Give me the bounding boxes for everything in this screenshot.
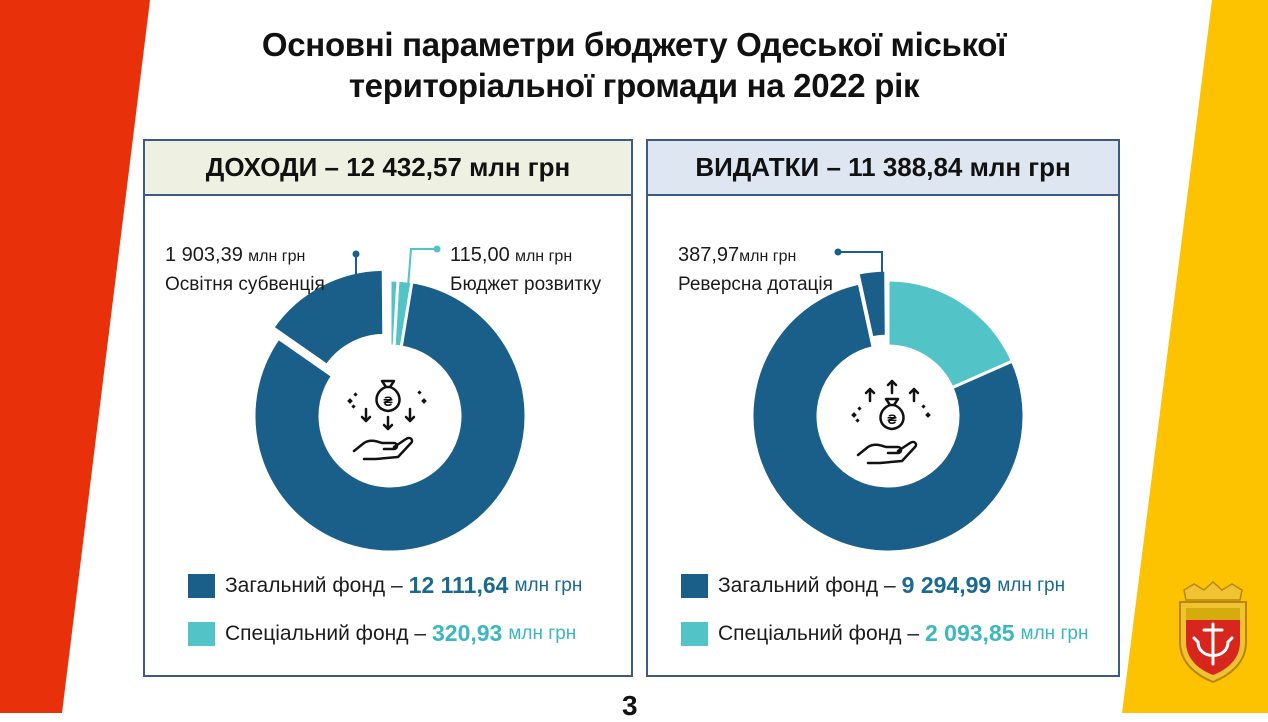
page-title: Основні параметри бюджету Одеської міськ… — [150, 24, 1118, 106]
education-subvention-value: 1 903,39 — [165, 244, 243, 266]
income-donut-chart — [252, 245, 528, 554]
general-fund-arc — [252, 280, 528, 554]
development-budget-arc — [388, 278, 400, 348]
general-fund-unit: млн грн — [997, 574, 1066, 596]
reverse-subsidy-value: 387,97 — [678, 244, 740, 266]
special-fund-value: 2 093,85 — [925, 620, 1015, 646]
reverse-subsidy-label: Реверсна дотація — [678, 274, 833, 295]
income-legend-special: Спеціальний фонд – 320,93 млн грн — [188, 620, 576, 647]
general-fund-value: 12 111,64 — [408, 572, 509, 598]
income-legend-general: Загальний фонд – 12 111,64 млн грн — [188, 572, 582, 599]
development-budget-leader-dot — [433, 245, 441, 253]
special-fund-arc — [886, 278, 1015, 390]
special-fund-value: 320,93 — [432, 620, 503, 646]
reverse-subsidy-callout: 387,97млн грн Реверсна дотація — [678, 241, 833, 299]
development-budget-value: 115,00 — [450, 244, 510, 266]
reverse-subsidy-leader — [838, 251, 883, 277]
money-bag-hand-down-icon: ₴ — [347, 379, 427, 461]
page-number: 3 — [622, 690, 638, 721]
page-title-line-1: Основні параметри бюджету Одеської міськ… — [261, 26, 1007, 63]
special-fund-swatch — [681, 621, 708, 646]
reverse-subsidy-arc — [856, 268, 888, 340]
development-budget-unit: млн грн — [514, 248, 573, 265]
special-fund-unit: млн грн — [508, 622, 577, 644]
money-bag-hand-up-icon: ₴ — [851, 379, 931, 465]
page-title-line-2: територіальної громади на 2022 рік — [348, 67, 920, 104]
svg-text:₴: ₴ — [887, 411, 897, 427]
education-subvention-arc — [270, 267, 386, 368]
general-fund-label: Загальний фонд – — [718, 573, 896, 597]
red-side-stripe — [0, 0, 150, 713]
expense-header: ВИДАТКИ – 11 388,84 млн грн — [648, 141, 1118, 196]
special-fund-swatch — [188, 621, 215, 646]
general-fund-arc — [750, 281, 1026, 554]
education-subvention-label: Освітня субвенція — [165, 274, 325, 295]
education-subvention-unit: млн грн — [248, 248, 306, 265]
expense-legend-special: Спеціальний фонд – 2 093,85 млн грн — [681, 620, 1088, 647]
general-fund-swatch — [188, 573, 215, 598]
education-subvention-leader-dot — [352, 250, 360, 258]
special-fund-label: Спеціальний фонд – — [225, 621, 426, 645]
general-fund-unit: млн грн — [514, 574, 583, 596]
development-budget-leader — [407, 248, 437, 288]
special-fund-label: Спеціальний фонд – — [718, 621, 919, 645]
expense-legend-general: Загальний фонд – 9 294,99 млн грн — [681, 572, 1065, 599]
expense-panel: ВИДАТКИ – 11 388,84 млн грн 387,97млн гр… — [646, 139, 1120, 677]
general-fund-value: 9 294,99 — [901, 572, 992, 598]
yellow-side-stripe — [1122, 0, 1268, 713]
svg-text:₴: ₴ — [383, 393, 393, 409]
expense-donut-chart — [750, 248, 1026, 554]
reverse-subsidy-leader-dot — [834, 248, 842, 256]
education-subvention-callout: 1 903,39 млн грн Освітня субвенція — [165, 241, 325, 299]
development-budget-callout: 115,00 млн грн Бюджет розвитку — [450, 241, 601, 299]
general-fund-label: Загальний фонд – — [225, 573, 403, 597]
development-budget-label: Бюджет розвитку — [450, 274, 602, 295]
odesa-coat-of-arms-icon — [1179, 580, 1247, 684]
reverse-subsidy-unit: млн грн — [739, 248, 797, 265]
general-fund-swatch — [681, 573, 708, 598]
income-header: ДОХОДИ – 12 432,57 млн грн — [145, 141, 631, 196]
income-panel: ДОХОДИ – 12 432,57 млн грн 1 903,39 млн … — [143, 139, 633, 677]
special-fund-unit: млн грн — [1020, 622, 1089, 644]
